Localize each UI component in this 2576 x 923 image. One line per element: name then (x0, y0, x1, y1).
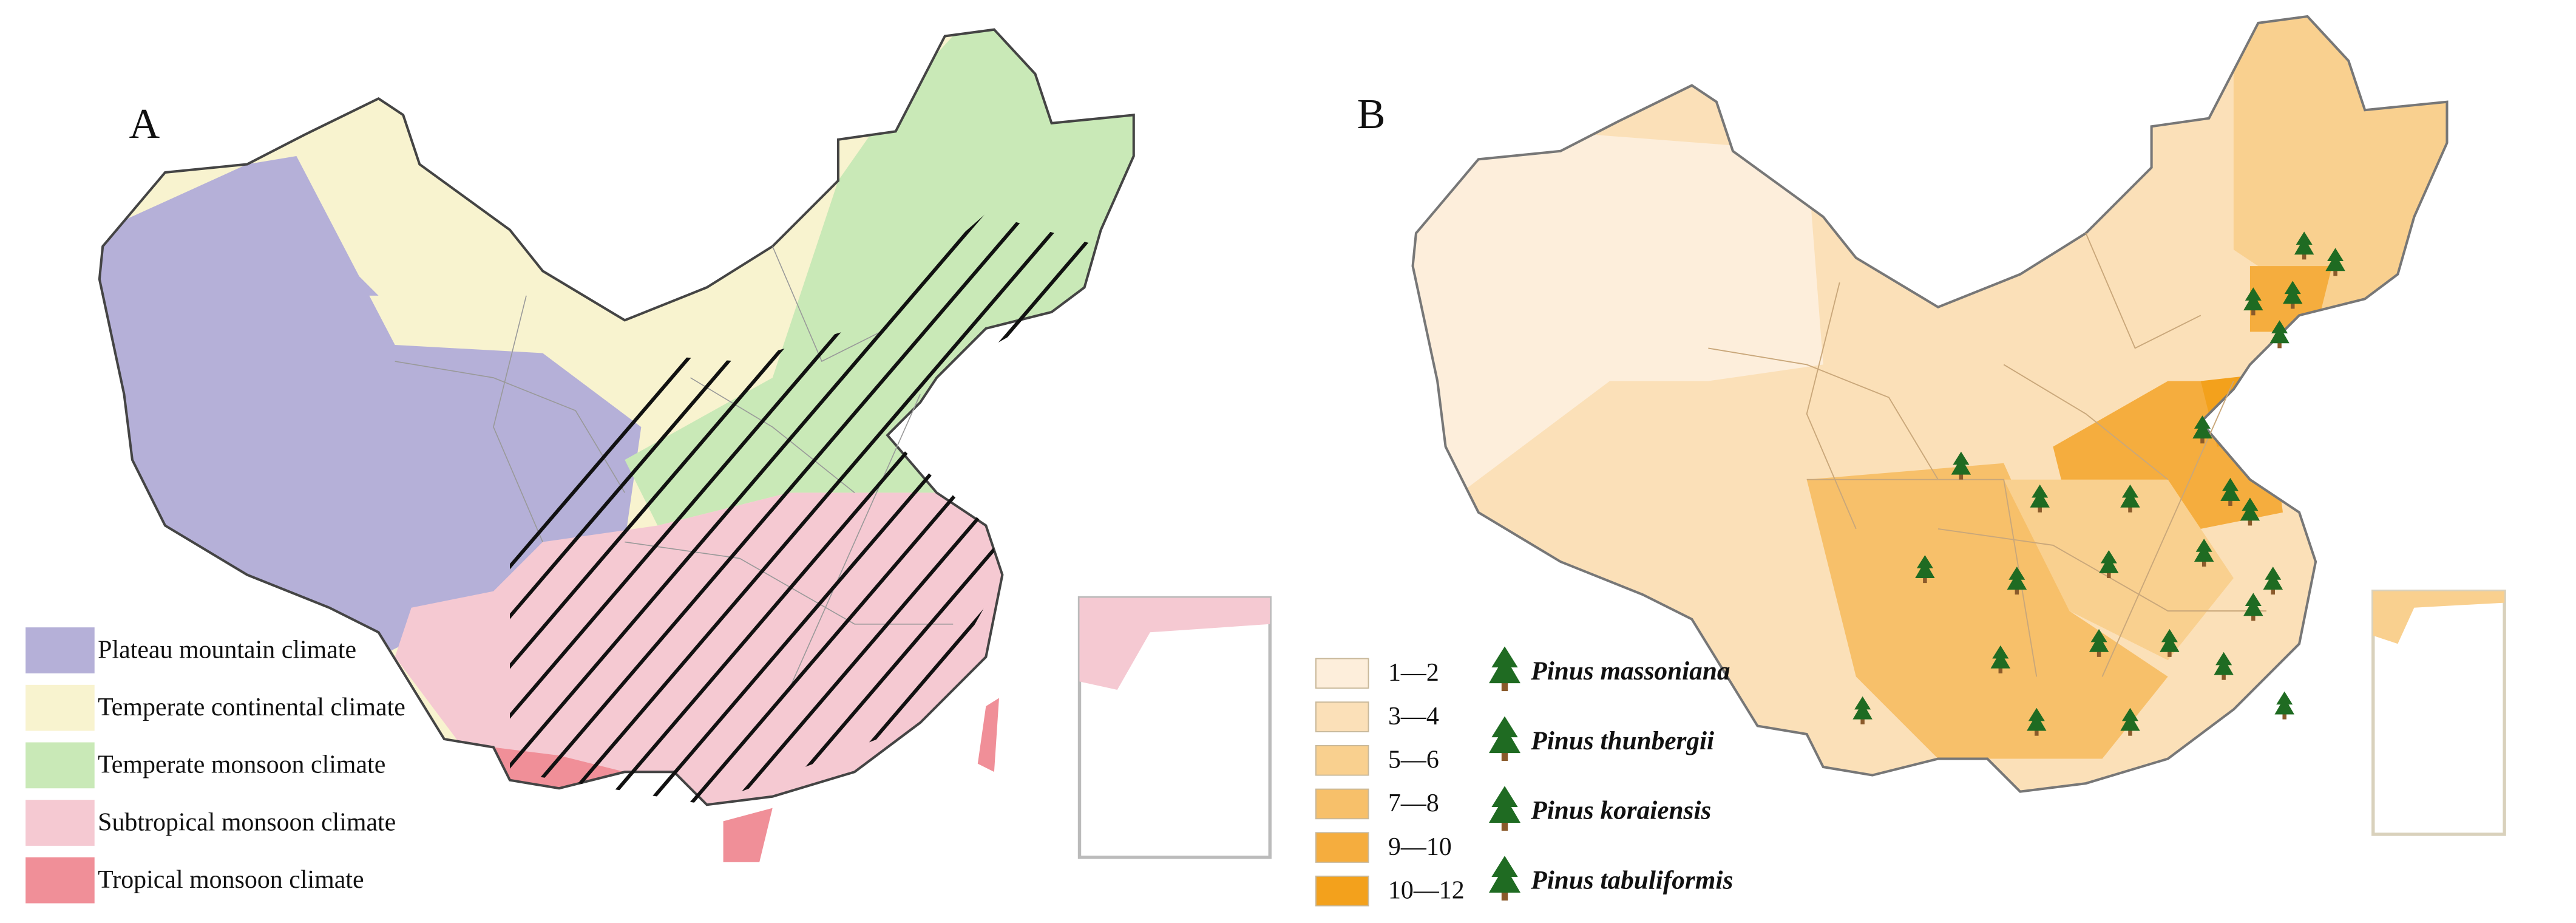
legend-label: 9—10 (1388, 833, 1452, 861)
legend-swatch (1315, 701, 1369, 732)
species-label: Pinus massoniana (1530, 656, 1730, 686)
hatch-line (561, 213, 1101, 805)
density-map (1314, 0, 2506, 836)
hatch-line (518, 213, 1101, 805)
panel-label: A (129, 100, 160, 148)
legend-swatch (25, 800, 95, 846)
climate-zone (625, 29, 1134, 526)
legend-swatch (25, 627, 95, 673)
legend-swatch (25, 857, 95, 904)
legend-swatch (1315, 658, 1369, 689)
legend-label: 1—2 (1388, 659, 1439, 687)
legend-swatch (1315, 832, 1369, 863)
legend-swatch (25, 742, 95, 789)
hatch-line (475, 213, 1069, 805)
legend-label: 5—6 (1388, 746, 1439, 774)
species-icon (1489, 856, 1520, 901)
legend-label: 10—12 (1388, 877, 1465, 905)
panel-label: B (1357, 90, 1386, 138)
legend-swatch (1315, 788, 1369, 820)
legend-label: 7—8 (1388, 789, 1439, 817)
hatch-line (646, 213, 1101, 805)
density-zone (2004, 479, 2234, 661)
hatch-line (460, 213, 1027, 805)
climate-zone (99, 155, 642, 657)
legend-swatch (1315, 875, 1369, 907)
legend-label: Subtropical monsoon climate (98, 808, 396, 836)
species-label: Pinus koraiensis (1530, 796, 1711, 825)
legend-swatch (1315, 744, 1369, 776)
species-label: Pinus tabuliformis (1530, 866, 1733, 895)
legend-label: 3—4 (1388, 703, 1439, 731)
legend-label: Temperate continental climate (98, 693, 405, 721)
species-icon (1489, 786, 1520, 831)
density-zone (1806, 463, 2168, 759)
species-icon (1489, 716, 1520, 761)
species-icon (1489, 646, 1520, 692)
legend-swatch (25, 684, 95, 731)
legend-label: Plateau mountain climate (98, 636, 356, 664)
legend-label: Temperate monsoon climate (98, 751, 385, 779)
species-label: Pinus thunbergii (1530, 726, 1714, 755)
legend-label: Tropical monsoon climate (98, 866, 364, 894)
